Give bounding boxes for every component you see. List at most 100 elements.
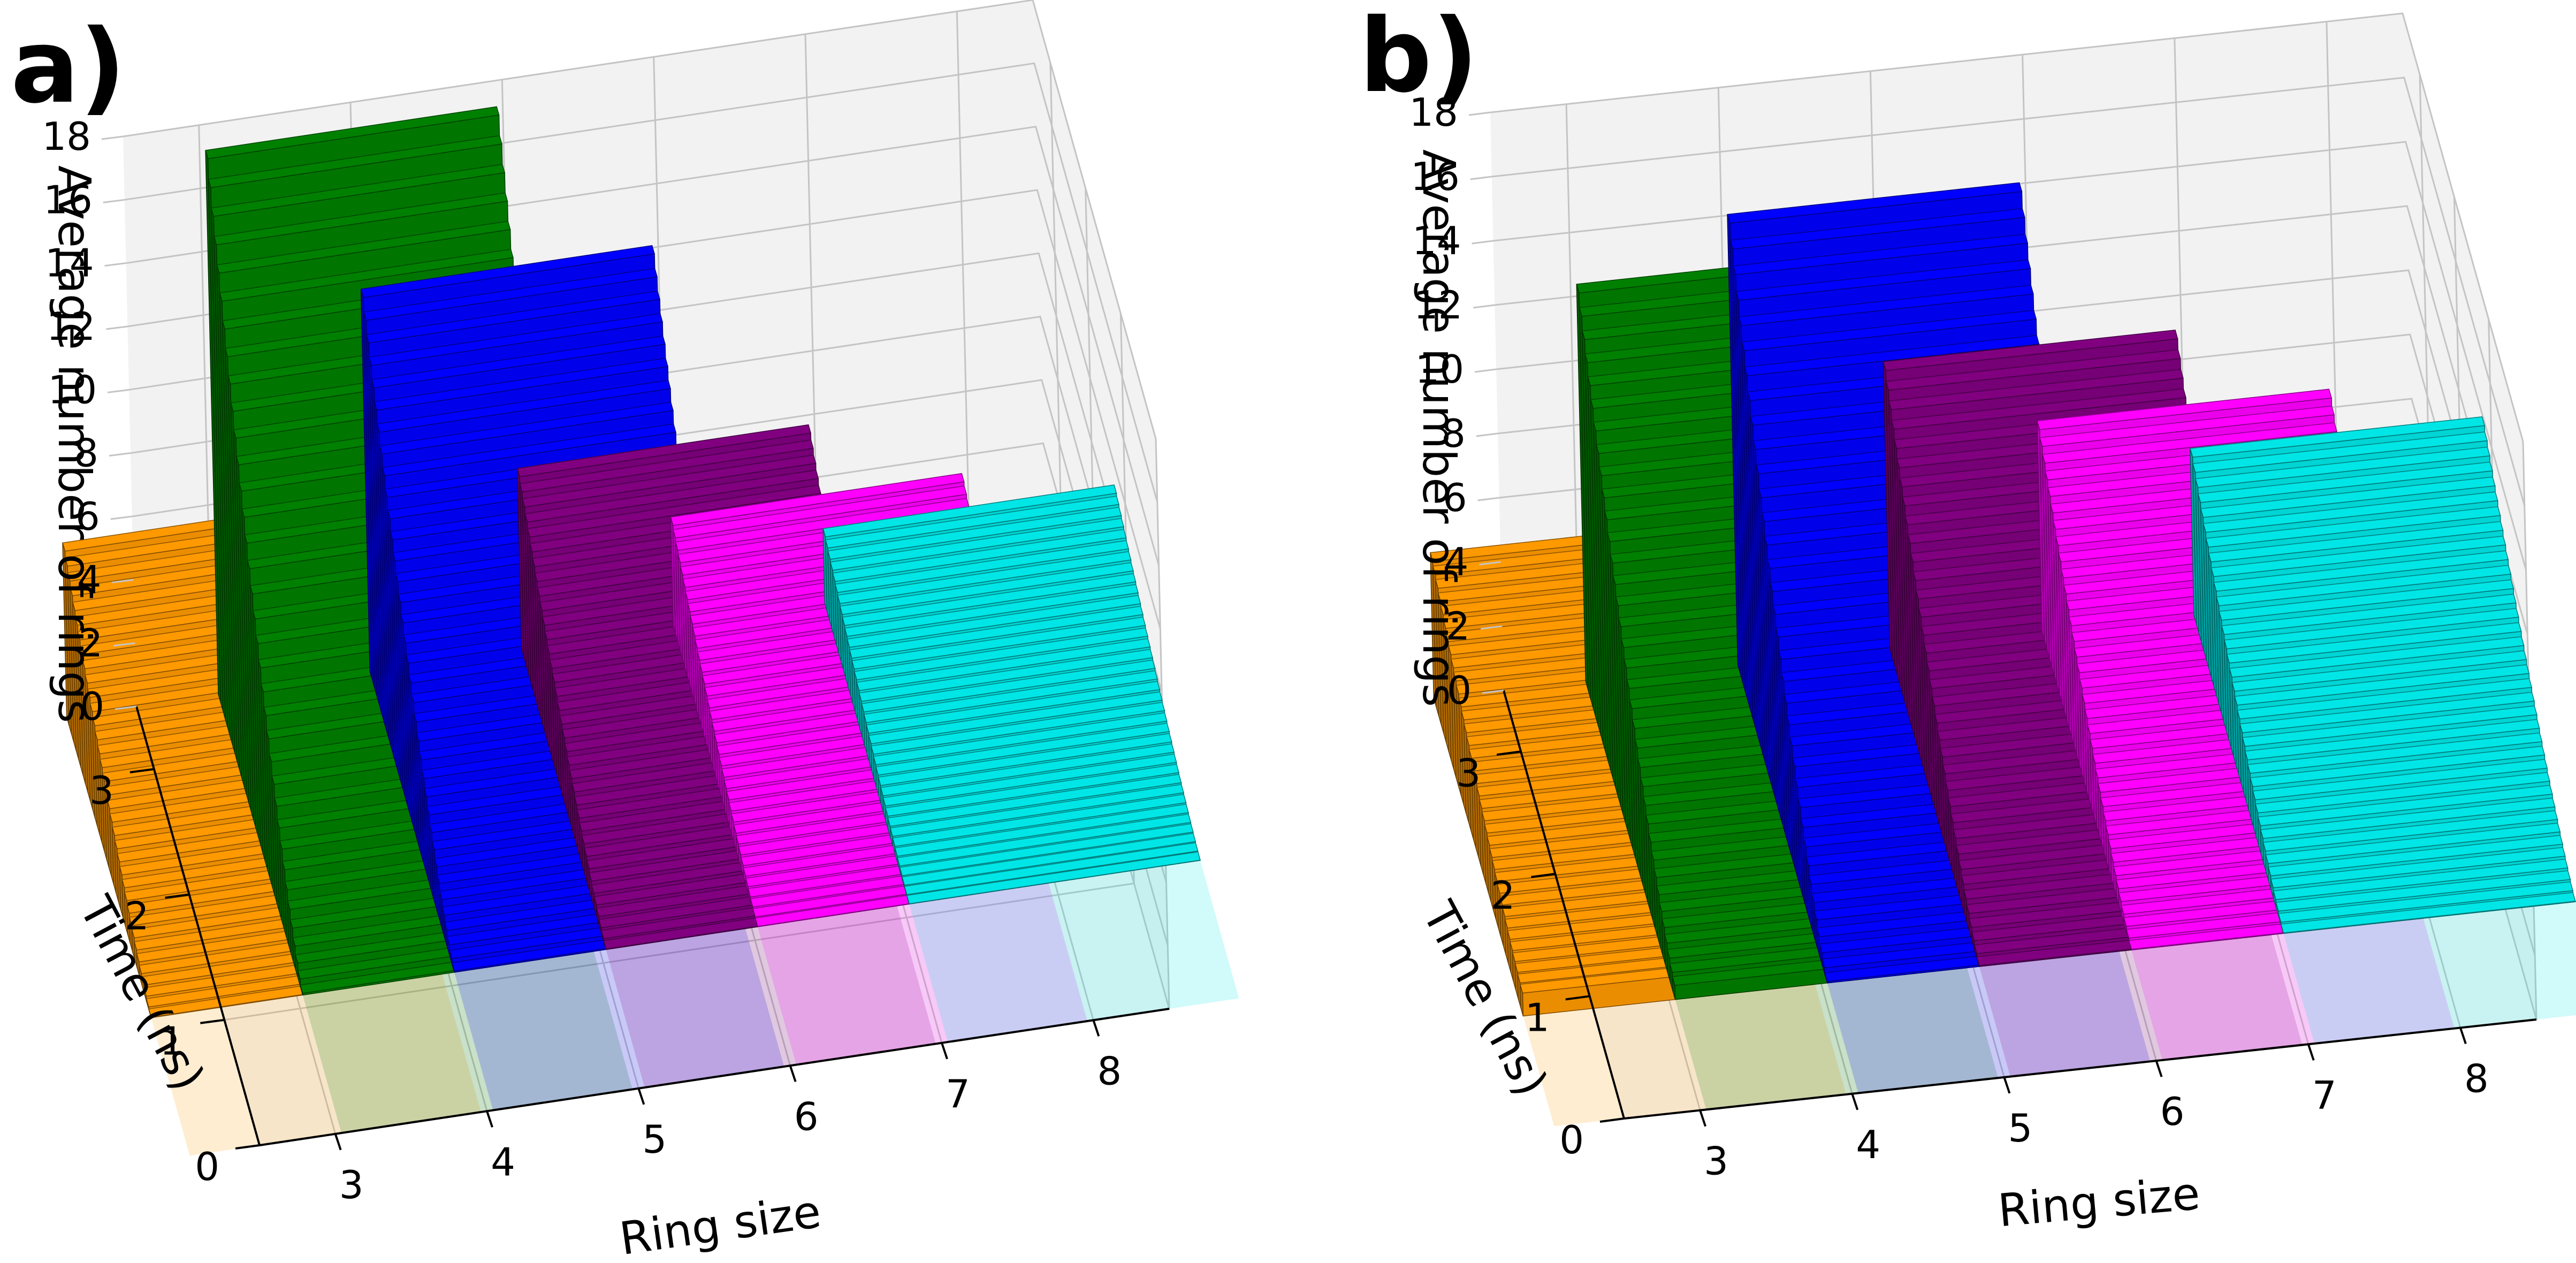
bar-slice-side [598,919,602,933]
x-tick-label: 5 [2008,1106,2033,1151]
x-tick-label: 8 [1097,1048,1122,1093]
bar-slice-side [2280,924,2284,934]
x-tick-mark [2003,1077,2011,1094]
z-tick-label: 6 [75,494,100,539]
panel-label: b) [1359,0,1478,115]
bar-slice-side [1824,972,1828,984]
x-tick-label: 7 [946,1071,970,1116]
z-tick-mark [104,262,126,267]
time-tick-mark [200,1018,225,1024]
bar-slice-side [148,1008,152,1018]
z-tick-label: 4 [77,557,102,602]
z-tick-label: 4 [1444,539,1469,584]
bar-ring-8 [822,484,1239,1042]
bar-slice-side [1520,984,1524,1016]
x-axis-line [259,1008,1170,1146]
x-tick-label: 3 [1704,1139,1728,1184]
x-tick-mark [637,1088,645,1105]
time-tick-label: 0 [195,1144,219,1189]
z-tick-label: 6 [1443,475,1467,520]
z-gridline [1491,77,2526,506]
time-tick-label: 3 [89,768,114,813]
z-tick-mark [101,135,124,140]
bar-slice-side [1976,956,1980,967]
time-tick-label: 2 [1491,873,1515,918]
z-tick-label: 16 [1411,154,1460,199]
bar-slice-side [297,970,301,987]
bar-ring-8 [2189,416,2576,1044]
x-tick-mark [2459,1027,2467,1045]
z-tick-mark [110,515,132,520]
x-tick-mark [2307,1044,2315,1061]
z-tick-label: 14 [1412,218,1461,263]
z-gridline [1490,12,2524,442]
z-tick-label: 0 [80,684,104,729]
z-tick-mark [115,705,137,710]
z-axis-title: Average number of rings [1413,149,1465,707]
z-tick-label: 14 [45,241,94,286]
time-tick-mark [1531,872,1556,878]
z-gridline [123,0,1157,439]
bar-slice-side [446,936,451,956]
z-tick-mark [1470,176,1492,180]
bar-slice-side [1973,945,1978,958]
bar-slice-side [2275,902,2279,916]
time-tick-mark [129,768,155,774]
time-tick-label: 1 [1525,995,1550,1040]
z-tick-mark [1482,689,1504,694]
time-tick-mark [1599,1117,1625,1123]
bar-slice-side [1971,932,1975,949]
bar-slice-side [904,886,908,896]
bar-slice-side [754,918,758,927]
z-tick-mark [1474,368,1497,373]
time-axis-line [135,706,261,1146]
x-tick-mark [1851,1093,1859,1110]
x-axis-line [1624,1018,2537,1120]
x-tick-mark [1092,1019,1100,1037]
z-tick-label: 12 [47,304,96,349]
bar-slice-side [146,998,149,1010]
x-axis-title: Ring size [1996,1167,2202,1237]
z-axis-title: Average number of rings [48,165,101,723]
bar-slice-side [2125,929,2130,941]
axis-lines [135,706,1170,1146]
time-axis-line [1503,690,1625,1119]
bar-slice-side [444,922,448,948]
time-tick-mark [1496,750,1521,756]
z-tick-label: 12 [1414,283,1463,328]
x-tick-mark [941,1043,948,1060]
x-tick-label: 7 [2312,1072,2337,1117]
z-tick-label: 10 [1415,347,1464,392]
z-tick-mark [1476,432,1498,437]
time-tick-label: 3 [1456,750,1481,795]
bar-slice-side [1672,976,1676,1000]
x-tick-mark [789,1065,797,1082]
bar-slice-side [300,985,303,995]
z-tick-label: 2 [78,621,103,666]
z-tick-label: 8 [74,431,98,476]
x-tick-mark [334,1133,342,1151]
z-tick-label: 18 [42,114,91,159]
x-tick-label: 4 [491,1139,515,1184]
z-tick-mark [1468,111,1491,116]
x-tick-mark [486,1110,493,1128]
bar-slice-side [1816,927,1820,957]
z-tick-mark [112,579,134,583]
x-tick-label: 8 [2464,1056,2489,1101]
z-tick-mark [1479,561,1501,566]
bar-slice-side [2278,913,2282,925]
time-tick-mark [165,893,189,899]
z-tick-label: 8 [1441,411,1466,456]
bar-slice-side [451,962,455,972]
z-tick-label: 0 [1447,668,1472,713]
bar-slice-side [2128,940,2132,950]
x-axis-title: Ring size [616,1185,824,1263]
bar-slice-side [295,954,299,979]
z-tick-mark [103,199,125,203]
z-tick-mark [106,325,128,330]
bar-slice-side [1819,944,1823,966]
x-tick-label: 6 [794,1094,819,1139]
z-tick-mark [113,642,135,647]
